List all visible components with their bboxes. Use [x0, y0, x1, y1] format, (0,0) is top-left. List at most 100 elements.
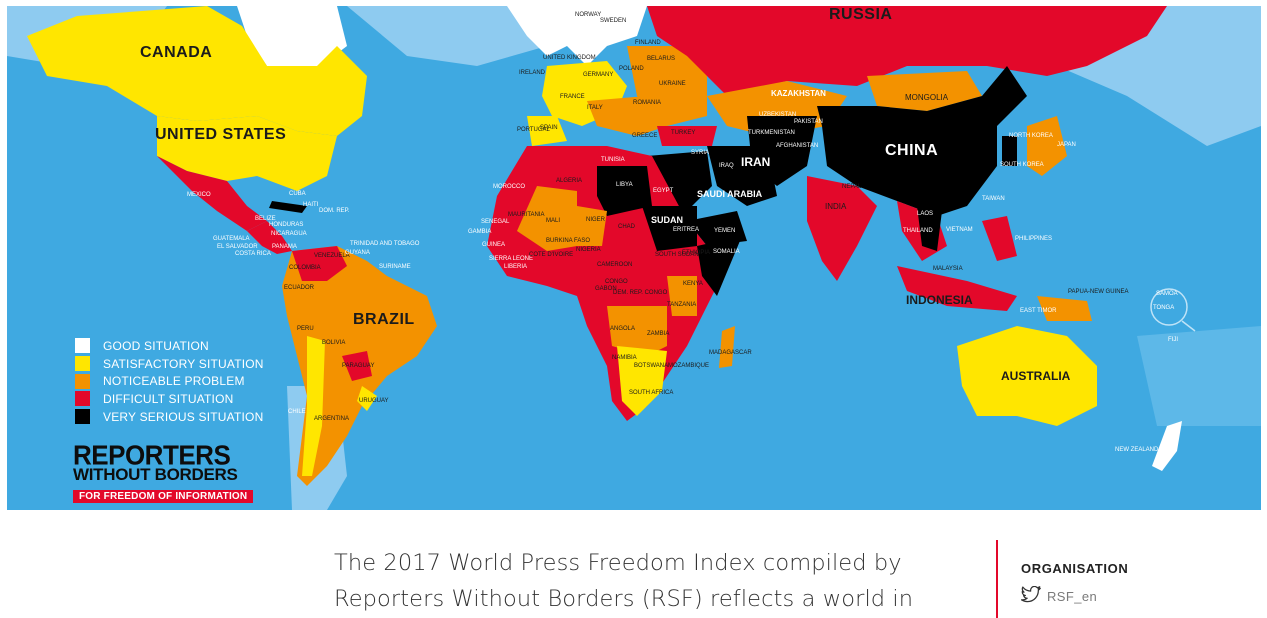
label-tanzania: TANZANIA: [667, 302, 697, 308]
label-gabon: GABON: [595, 286, 617, 292]
rsf-logo-line2: WITHOUT BORDERS: [73, 465, 238, 484]
label-mozambique: MOZAMBIQUE: [668, 363, 710, 369]
label-japan: JAPAN: [1057, 142, 1076, 148]
label-turkmenistan: TURKMENISTAN: [748, 130, 795, 136]
label-india: INDIA: [825, 202, 847, 211]
label-namibia: NAMIBIA: [612, 355, 637, 361]
label-portugal: PORTUGAL: [517, 127, 550, 133]
legend-swatch-noticeable: [75, 373, 90, 389]
label-italy: ITALY: [587, 105, 603, 111]
label-south-africa: SOUTH AFRICA: [629, 390, 674, 396]
label-sierra-leone: SIERRA LEONE: [489, 256, 534, 262]
label-nicaragua: NICARAGUA: [271, 231, 307, 237]
label-afghanistan: AFGHANISTAN: [776, 143, 819, 149]
label-tonga: TONGA: [1153, 305, 1175, 311]
label-iran: IRAN: [741, 155, 771, 169]
label-kenya: KENYA: [683, 281, 703, 287]
label-papua: PAPUA-NEW GUINEA: [1068, 289, 1129, 295]
label-iraq: IRAQ: [719, 163, 734, 169]
label-morocco: MOROCCO: [493, 184, 525, 190]
label-costa-rica: COSTA RICA: [235, 251, 271, 257]
label-germany: GERMANY: [583, 72, 614, 78]
label-ireland: IRELAND: [519, 70, 546, 76]
label-finland: FINLAND: [635, 40, 661, 46]
label-indonesia: INDONESIA: [906, 293, 973, 307]
label-taiwan: TAIWAN: [982, 196, 1005, 202]
label-burkina: BURKINA FASO: [546, 238, 591, 244]
label-samoa: SAMOA: [1156, 291, 1178, 297]
label-brazil: BRAZIL: [353, 311, 415, 328]
label-senegal: SENEGAL: [481, 219, 510, 225]
legend-label-difficult: DIFFICULT SITUATION: [103, 391, 234, 406]
press-freedom-map: CANADA UNITED STATES MEXICO CUBA HAITI D…: [7, 6, 1261, 510]
legend-label-good: GOOD SITUATION: [103, 338, 209, 353]
label-panama: PANAMA: [272, 244, 297, 250]
legend-item-good: GOOD SITUATION: [75, 337, 264, 355]
organisation-twitter-link[interactable]: RSF_en: [1020, 585, 1098, 607]
twitter-bird-icon: [1020, 585, 1041, 607]
label-cote-divoire: COTE D'IVOIRE: [529, 252, 574, 258]
legend-item-satisfactory: SATISFACTORY SITUATION: [75, 355, 264, 373]
label-south-korea: SOUTH KOREA: [1000, 162, 1044, 168]
label-sudan: SUDAN: [651, 215, 684, 225]
twitter-handle: RSF_en: [1047, 589, 1098, 604]
label-belize: BELIZE: [255, 216, 276, 222]
label-guatemala: GUATEMALA: [213, 236, 250, 242]
label-belarus: BELARUS: [647, 56, 676, 62]
label-haiti: HAITI: [303, 202, 319, 208]
legend-item-very-serious: VERY SERIOUS SITUATION: [75, 408, 264, 426]
label-uzbekistan: UZBEKISTAN: [759, 112, 797, 118]
label-saudi-arabia: SAUDI ARABIA: [697, 189, 763, 199]
label-turkey: TURKEY: [671, 130, 696, 136]
label-gambia: GAMBIA: [468, 229, 492, 235]
legend-swatch-good: [75, 338, 90, 354]
label-mexico: MEXICO: [187, 192, 211, 198]
label-united-kingdom: UNITED KINGDOM: [543, 55, 596, 61]
rsf-logo: REPORTERS WITHOUT BORDERS FOR FREEDOM OF…: [73, 439, 261, 503]
label-spain: SPAIN: [540, 125, 558, 131]
label-cuba: CUBA: [289, 191, 306, 197]
map-legend: GOOD SITUATION SATISFACTORY SITUATION NO…: [75, 337, 264, 425]
label-south-sudan: SOUTH SUDAN: [655, 252, 699, 258]
label-united-states: UNITED STATES: [155, 126, 287, 143]
legend-item-difficult: DIFFICULT SITUATION: [75, 390, 264, 408]
label-argentina: ARGENTINA: [314, 416, 350, 422]
legend-swatch-difficult: [75, 391, 90, 407]
label-thailand: THAILAND: [903, 228, 933, 234]
label-zambia: ZAMBIA: [647, 331, 670, 337]
label-drc: DEM. REP. CONGO: [613, 290, 668, 296]
organisation-title: ORGANISATION: [1021, 561, 1129, 576]
legend-swatch-very-serious: [75, 409, 90, 425]
label-ukraine: UKRAINE: [659, 81, 686, 87]
label-venezuela: VENEZUELA: [314, 253, 350, 259]
label-pakistan: PAKISTAN: [794, 119, 823, 125]
label-north-korea: NORTH KOREA: [1009, 133, 1053, 139]
label-romania: ROMANIA: [633, 100, 662, 106]
label-mauritania: MAURITANIA: [508, 212, 545, 218]
label-ecuador: ECUADOR: [284, 285, 315, 291]
label-el-salvador: EL SALVADOR: [217, 244, 258, 250]
label-greece: GREECE: [632, 133, 658, 139]
label-angola: ANGOLA: [610, 326, 636, 332]
label-mali: MALI: [546, 218, 561, 224]
label-peru: PERU: [297, 326, 314, 332]
label-cameroon: CAMEROON: [597, 262, 633, 268]
label-poland: POLAND: [619, 66, 644, 72]
label-libya: LIBYA: [616, 182, 633, 188]
label-tunisia: TUNISIA: [601, 157, 625, 163]
label-vietnam: VIETNAM: [946, 227, 973, 233]
label-egypt: EGYPT: [653, 188, 674, 194]
label-suriname: SURINAME: [379, 264, 411, 270]
label-botswana: BOTSWANA: [634, 363, 669, 369]
label-laos: LAOS: [917, 211, 934, 217]
legend-swatch-satisfactory: [75, 356, 90, 372]
label-ethiopia: ETHIOPIA: [682, 250, 711, 256]
label-colombia: COLOMBIA: [289, 265, 321, 271]
label-nepal: NEPAL: [842, 184, 862, 190]
label-madagascar: MADAGASCAR: [709, 350, 752, 356]
label-eritrea: ERITREA: [673, 227, 700, 233]
label-guyana: GUYANA: [345, 250, 370, 256]
rsf-logo-line1: REPORTERS: [73, 439, 231, 471]
rsf-logo-tagline: FOR FREEDOM OF INFORMATION: [73, 490, 254, 503]
label-congo: CONGO: [605, 279, 628, 285]
